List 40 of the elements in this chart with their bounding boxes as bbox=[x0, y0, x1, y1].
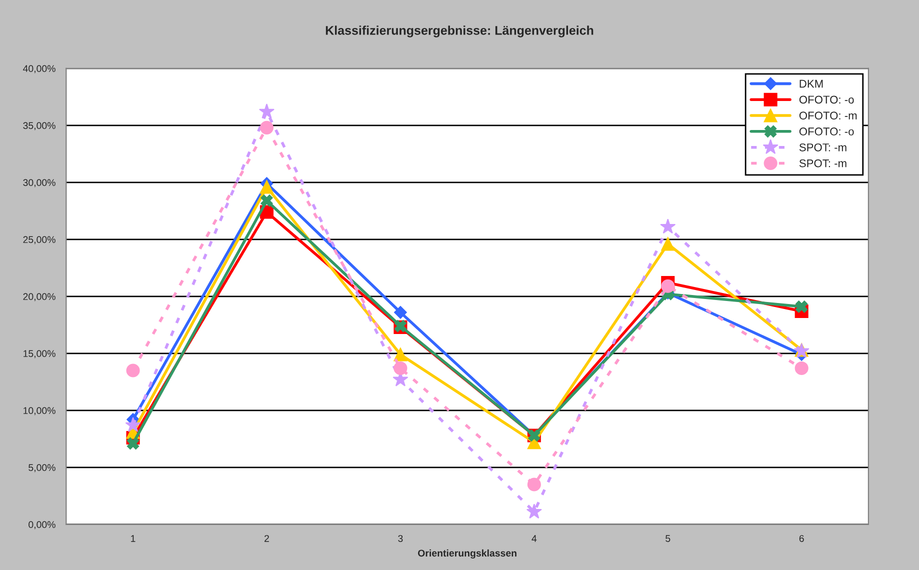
x-tick-label: 6 bbox=[799, 535, 804, 542]
y-tick-label: 10,00% bbox=[24, 407, 56, 416]
x-tick-label: 1 bbox=[131, 535, 136, 542]
legend-label: SPOT: -m bbox=[799, 143, 846, 152]
point bbox=[394, 306, 407, 319]
x-tick-label: 3 bbox=[398, 535, 403, 542]
point bbox=[394, 361, 408, 375]
y-tick-label: 15,00% bbox=[24, 350, 56, 358]
y-tick-label: 25,00% bbox=[23, 236, 56, 244]
point bbox=[258, 104, 275, 118]
x-tick-label: 4 bbox=[532, 535, 537, 542]
point bbox=[260, 194, 273, 207]
legend-label: OFOTO: -o bbox=[799, 96, 854, 104]
point bbox=[126, 437, 140, 450]
y-tick-label: 20,00% bbox=[23, 293, 56, 302]
point bbox=[661, 279, 675, 293]
chart-title: Klassifizierungsergebnisse: Längenvergleich bbox=[326, 26, 594, 38]
legend-label: OFOTO: -m bbox=[799, 112, 857, 120]
point bbox=[794, 361, 808, 375]
point bbox=[260, 120, 274, 134]
point bbox=[394, 348, 408, 362]
point bbox=[260, 180, 274, 194]
x-axis-title: Orientierungsklassen bbox=[418, 549, 516, 559]
y-tick-label: 40,00% bbox=[23, 65, 56, 74]
legend-label: DKM bbox=[800, 80, 823, 88]
point bbox=[125, 417, 141, 432]
legend-label: OFOTO: -o bbox=[799, 128, 854, 136]
y-tick-label: 5,00% bbox=[28, 464, 56, 472]
y-tick-label: 30,00% bbox=[23, 179, 56, 188]
y-tick-label: 35,00% bbox=[23, 122, 56, 130]
x-tick-label: 5 bbox=[666, 535, 670, 542]
point bbox=[661, 237, 675, 251]
point bbox=[527, 478, 541, 492]
y-tick-label: 0,00% bbox=[28, 521, 56, 530]
point bbox=[796, 300, 808, 313]
x-tick-label: 2 bbox=[264, 535, 269, 542]
point bbox=[660, 218, 676, 234]
point bbox=[526, 504, 542, 519]
legend-label: SPOT: -m bbox=[799, 159, 846, 168]
point bbox=[126, 364, 140, 378]
